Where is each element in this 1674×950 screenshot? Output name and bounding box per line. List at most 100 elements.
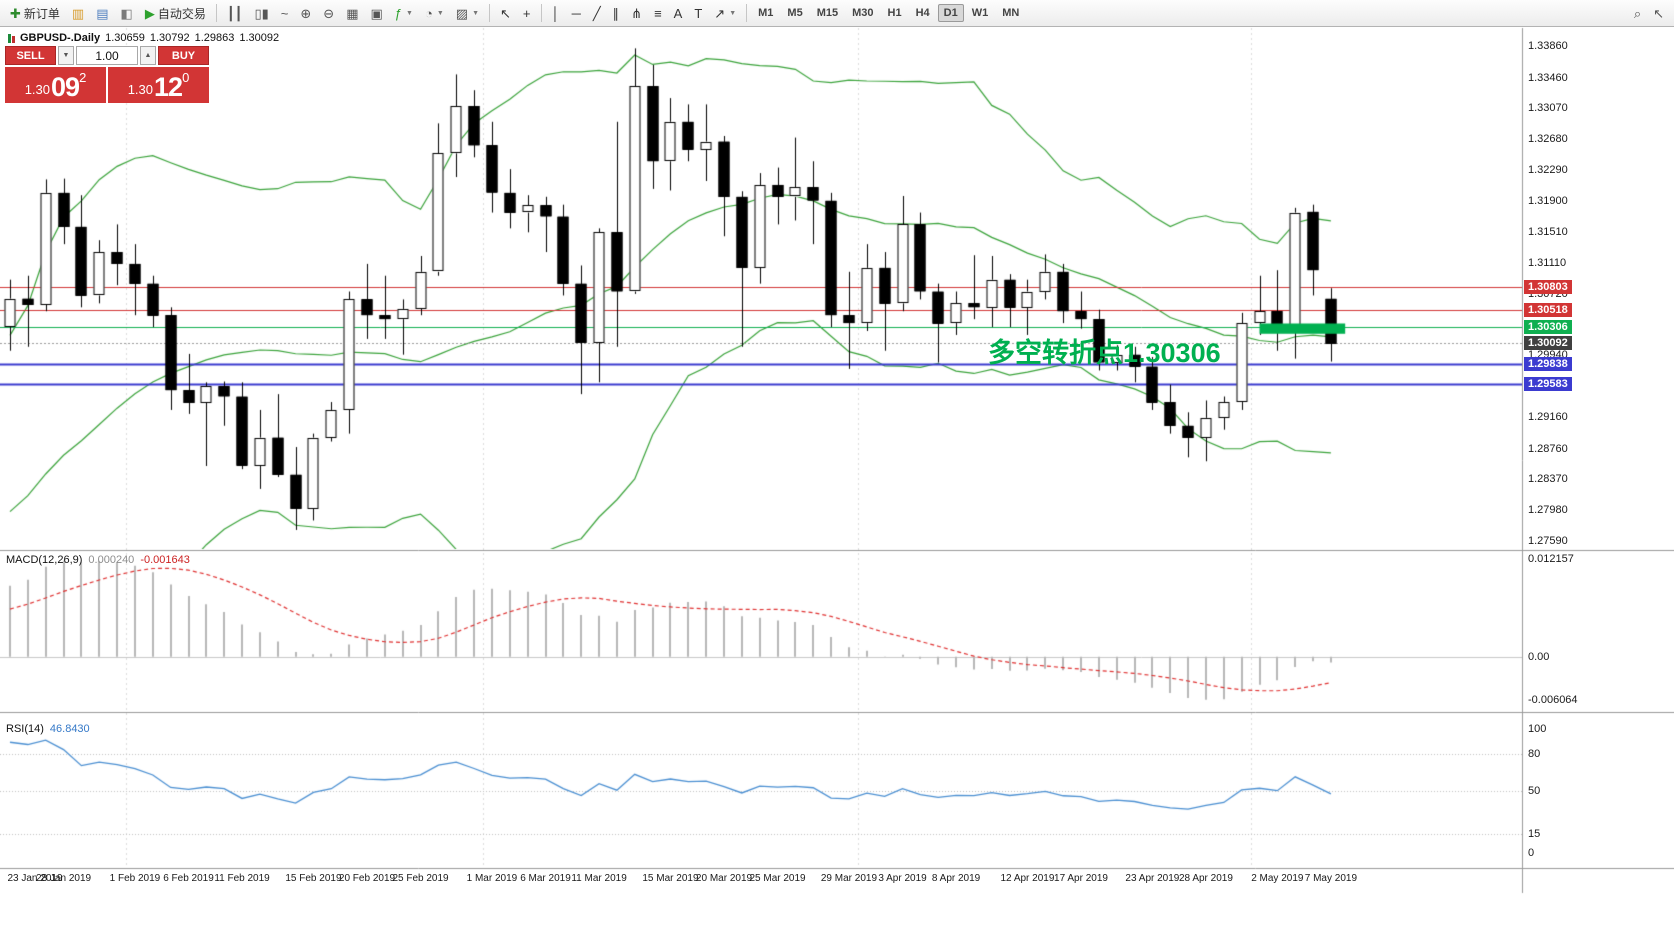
ohlc-close: 1.30092 — [239, 32, 280, 44]
auto-trading-button[interactable]: ▶ 自动交易 — [140, 2, 211, 25]
trendline-button[interactable]: ╱ — [588, 4, 606, 23]
date-axis-label: 2 May 2019 — [1251, 873, 1304, 884]
chevron-down-icon: ▼ — [406, 9, 413, 17]
price-level-label: 1.30092 — [1524, 336, 1572, 351]
zoom-in-button[interactable]: ⊕ — [295, 4, 316, 23]
rsi-axis-label: 100 — [1528, 723, 1547, 735]
macd-main-value: 0.000240 — [88, 554, 135, 566]
arrow-icon: ↗ — [714, 5, 726, 21]
sell-price-tile[interactable]: 1.30 09 2 — [5, 67, 106, 103]
toolbar-separator — [540, 4, 542, 22]
price-axis-label: 1.33460 — [1528, 71, 1568, 84]
fibonacci-button[interactable]: ⋔ — [626, 4, 647, 23]
label-icon: T — [694, 5, 703, 21]
macd-axis-label: -0.006064 — [1528, 694, 1578, 706]
data-window-icon: ◧ — [120, 5, 133, 21]
date-axis-label: 1 Mar 2019 — [466, 873, 518, 884]
crosshair-icon: + — [522, 5, 531, 21]
toolbar-separator — [489, 4, 490, 22]
timeframe-m15[interactable]: M15 — [811, 4, 844, 22]
label-button[interactable]: T — [689, 4, 707, 23]
cursor-button[interactable]: ↖ — [495, 4, 516, 23]
timeframe-h4[interactable]: H4 — [910, 4, 936, 22]
price-axis-label: 1.28370 — [1528, 473, 1568, 486]
price-axis-label: 1.31510 — [1528, 225, 1568, 238]
search-button[interactable]: ⌕ — [1629, 4, 1646, 23]
trendline-icon: ╱ — [592, 5, 601, 21]
main-toolbar: ✚ 新订单 ▥ ▤ ◧ ▶ 自动交易 ┃┃ ▯▮ ~ ⊕ ⊖ ▦ ▣ ƒ ▼ ◔ ▼ ▨ ▼ ↖ + │ ─ ╱ ∥ ⋔ ≡ A T ↗ ▼ M… — [0, 0, 1674, 27]
price-axis-label: 1.27590 — [1528, 534, 1568, 547]
date-axis-label: 11 Feb 2019 — [214, 873, 270, 884]
zoom-out-button[interactable]: ⊖ — [318, 4, 339, 23]
date-axis-label: 15 Feb 2019 — [285, 873, 342, 884]
price-axis-label: 1.32680 — [1528, 133, 1568, 146]
date-axis-label: 28 Jan 2019 — [36, 873, 92, 884]
arrows-button[interactable]: ↗ ▼ — [709, 4, 741, 23]
time-scale[interactable]: 23 Jan 2019 28 Jan 2019 1 Feb 2019 6 Feb 20… — [0, 869, 1674, 895]
vertical-line-icon: │ — [551, 5, 560, 21]
bars-mode-button[interactable]: ┃┃ — [222, 4, 248, 23]
chevron-down-icon: ▼ — [729, 9, 737, 17]
templates-button[interactable]: ▨ ▼ — [451, 4, 484, 23]
volume-increase-button[interactable]: ▲ — [140, 46, 156, 65]
ohlc-low: 1.29863 — [194, 32, 235, 44]
timeframe-m1-label: M1 — [758, 7, 774, 19]
text-button[interactable]: A — [669, 4, 688, 23]
price-level-label: 1.29583 — [1524, 376, 1572, 391]
new-chart-icon: ▥ — [71, 5, 85, 21]
search-icon: ⌕ — [1633, 5, 1642, 21]
price-axis-label: 1.33070 — [1528, 102, 1568, 115]
play-icon: ▶ — [144, 5, 155, 21]
date-axis-label: 28 Apr 2019 — [1178, 873, 1233, 884]
crosshair-button[interactable]: + — [518, 4, 536, 23]
timeframe-w1[interactable]: W1 — [966, 4, 995, 22]
horizontal-line-button[interactable]: ─ — [567, 4, 586, 23]
timeframe-d1[interactable]: D1 — [937, 4, 964, 22]
rsi-axis-label: 0 — [1528, 847, 1535, 859]
price-axis-label: 1.32290 — [1528, 163, 1568, 176]
channel-button[interactable]: ∥ — [608, 4, 625, 23]
timeframe-m1[interactable]: M1 — [752, 4, 779, 22]
timeframe-m5[interactable]: M5 — [781, 4, 808, 22]
tile-windows-button[interactable]: ▦ — [341, 4, 363, 23]
timeframe-m30[interactable]: M30 — [846, 4, 879, 22]
date-axis-label: 17 Apr 2019 — [1054, 873, 1108, 884]
pointer-button[interactable]: ↖ — [1648, 4, 1669, 23]
volume-decrease-button[interactable]: ▼ — [58, 46, 74, 65]
periods-button[interactable]: ◔ ▼ — [420, 4, 449, 23]
ohlc-high: 1.30792 — [149, 32, 190, 44]
macd-axis-label: 0.00 — [1528, 650, 1550, 663]
volume-input[interactable]: 1.00 — [76, 46, 138, 65]
date-axis-label: 23 Apr 2019 — [1125, 873, 1180, 884]
date-axis-label: 23 Jan 2019 — [7, 873, 63, 884]
cycle-lines-button[interactable]: ≡ — [649, 4, 667, 23]
new-chart-button[interactable]: ▥ — [67, 4, 89, 23]
vertical-line-button[interactable]: │ — [547, 4, 565, 23]
chart-text-annotation[interactable]: 多空转折点1.30306 — [988, 338, 1221, 368]
line-mode-button[interactable]: ~ — [276, 4, 294, 23]
new-order-button[interactable]: ✚ 新订单 — [5, 2, 65, 25]
toolbar-separator — [215, 4, 217, 22]
rsi-axis-label: 50 — [1528, 785, 1541, 797]
templates-icon: ▨ — [455, 5, 469, 21]
profiles-button[interactable]: ▤ — [91, 4, 113, 23]
buy-button[interactable]: BUY — [158, 46, 209, 65]
timeframe-mn[interactable]: MN — [996, 4, 1025, 22]
date-axis-label: 11 Mar 2019 — [571, 873, 627, 884]
buy-price-tile[interactable]: 1.30 12 0 — [108, 67, 209, 103]
sell-button[interactable]: SELL — [5, 46, 56, 65]
price-level-label: 1.30803 — [1524, 280, 1572, 295]
candles-mode-button[interactable]: ▯▮ — [249, 4, 273, 23]
rsi-indicator-label: RSI(14) 46.8430 — [6, 723, 90, 735]
price-scale[interactable]: 1.33860 1.33460 1.33070 1.32680 1.32290 1.319… — [1522, 28, 1674, 893]
date-axis-label: 20 Mar 2019 — [695, 873, 753, 884]
data-window-button[interactable]: ◧ — [116, 4, 138, 23]
buy-price-prefix: 1.30 — [127, 82, 154, 97]
macd-name: MACD(12,26,9) — [6, 554, 83, 566]
date-axis-label: 3 Apr 2019 — [878, 873, 927, 884]
indicators-button[interactable]: ƒ ▼ — [390, 4, 418, 23]
cascade-windows-button[interactable]: ▣ — [366, 4, 388, 23]
zoom-in-icon: ⊕ — [300, 5, 312, 21]
timeframe-h1[interactable]: H1 — [882, 4, 908, 22]
